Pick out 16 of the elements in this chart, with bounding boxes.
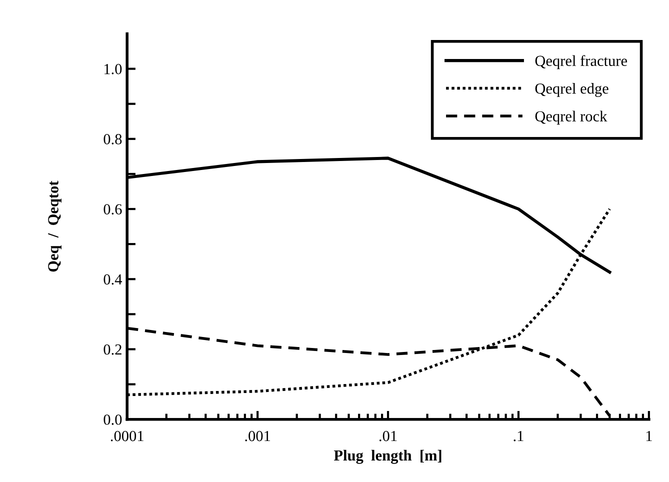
- x-tick-label: .1: [514, 430, 524, 442]
- legend-label: Qeqrel rock: [535, 110, 608, 125]
- y-axis-title: Qeq / Qeqtot: [48, 180, 62, 272]
- x-tick-label: .01: [379, 430, 397, 442]
- x-tick-label: .0001: [110, 430, 144, 442]
- y-tick-label: 0.6: [104, 204, 122, 215]
- legend-label: Qeqrel edge: [535, 82, 608, 97]
- y-tick-label: 0.2: [104, 344, 122, 355]
- legend-label: Qeqrel fracture: [535, 55, 628, 70]
- x-axis-title: Plug length [m]: [334, 450, 442, 464]
- x-tick-label: .001: [245, 430, 270, 442]
- y-tick-label: 0.8: [104, 134, 122, 144]
- y-tick-label: 1.0: [104, 64, 122, 74]
- x-tick-label: 1: [646, 430, 652, 442]
- y-tick-label: 0.0: [104, 414, 122, 425]
- y-tick-label: 0.4: [104, 274, 122, 285]
